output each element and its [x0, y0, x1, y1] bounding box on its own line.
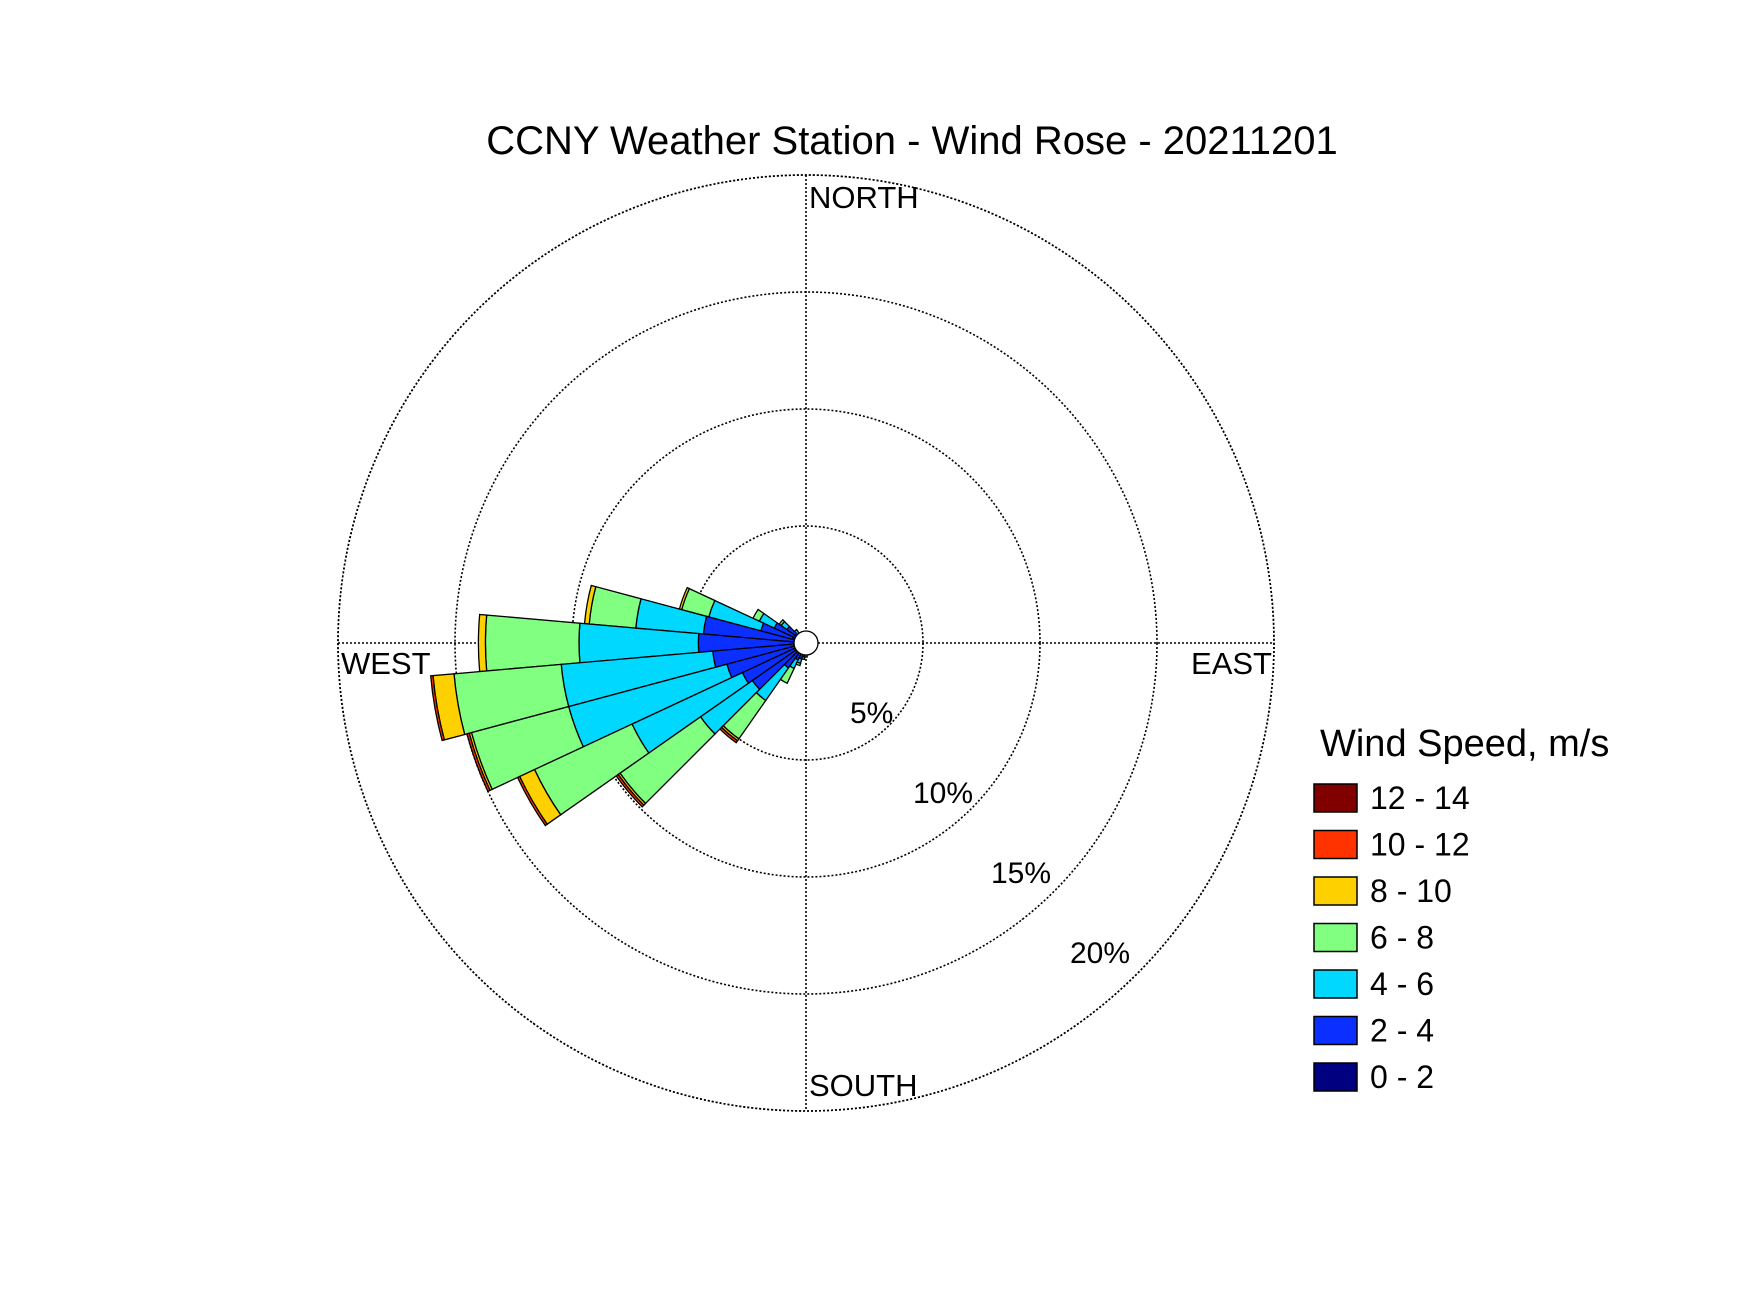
- legend-label-6: 0 - 2: [1370, 1059, 1434, 1095]
- legend-swatch-4: [1313, 969, 1358, 999]
- direction-label-north: NORTH: [809, 180, 919, 215]
- sector-280-bin-3: [588, 585, 642, 629]
- direction-label-south: SOUTH: [809, 1068, 918, 1103]
- legend-label-3: 6 - 8: [1370, 920, 1434, 956]
- ring-label-10: 10%: [913, 777, 973, 810]
- legend-label-4: 4 - 6: [1370, 966, 1434, 1002]
- legend-swatch-2: [1313, 876, 1358, 906]
- sector-240-bin-5: [516, 775, 549, 827]
- direction-label-east: EAST: [1191, 646, 1272, 681]
- center-hole: [793, 630, 819, 656]
- sector-270-bin-4: [477, 613, 488, 673]
- sector-210-bin-3: [779, 665, 795, 685]
- legend-swatch-6: [1313, 1062, 1358, 1092]
- sector-250-bin-5: [466, 732, 491, 793]
- sector-270-bin-3: [484, 614, 581, 672]
- sector-200-bin-3: [795, 661, 802, 667]
- legend-label-0: 12 - 14: [1370, 780, 1470, 816]
- sector-220-bin-5: [719, 726, 739, 744]
- sector-230-bin-5: [615, 773, 645, 808]
- legend-swatch-5: [1313, 1015, 1358, 1046]
- ring-label-5: 5%: [850, 697, 893, 730]
- legend-label-2: 8 - 10: [1370, 873, 1452, 909]
- sector-290-bin-4: [678, 586, 691, 611]
- legend-label-1: 10 - 12: [1370, 827, 1470, 863]
- chart-title: CCNY Weather Station - Wind Rose - 20211…: [486, 119, 1338, 163]
- legend-swatch-3: [1313, 922, 1358, 953]
- legend-swatch-1: [1313, 829, 1358, 860]
- sector-190-bin-2: [800, 655, 806, 661]
- sector-260-bin-5: [429, 674, 446, 742]
- legend: Wind Speed, m/s 12 - 14 10 - 12 8 - 10 6 - …: [1313, 723, 1609, 1095]
- direction-label-west: WEST: [341, 646, 431, 681]
- sector-280-bin-4: [583, 584, 597, 625]
- sector-300-bin-3: [752, 608, 765, 623]
- legend-swatch-0: [1313, 783, 1358, 813]
- legend-label-5: 2 - 4: [1370, 1013, 1434, 1049]
- ring-label-15: 15%: [991, 857, 1051, 890]
- legend-title: Wind Speed, m/s: [1320, 723, 1609, 765]
- ring-label-20: 20%: [1070, 937, 1130, 970]
